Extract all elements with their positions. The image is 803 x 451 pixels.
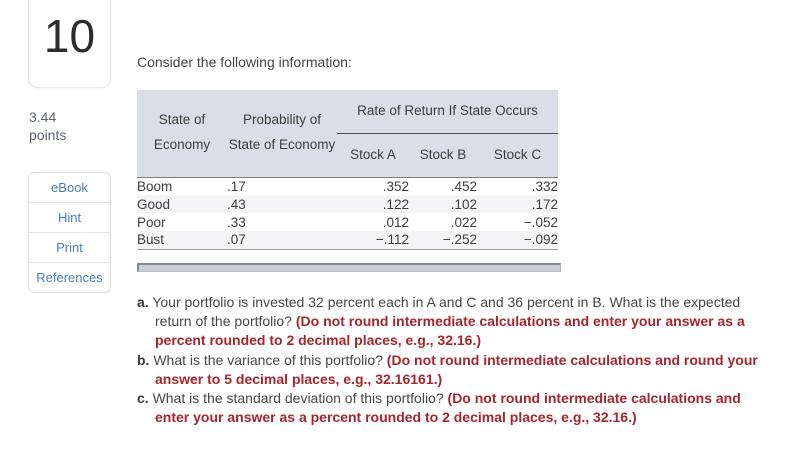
- question-number: 10: [43, 10, 96, 62]
- probability-cell: .07: [227, 231, 337, 250]
- question-b-instruction: (Do not round intermediate calculations …: [155, 351, 758, 387]
- question-c-letter: c.: [137, 390, 149, 407]
- probability-cell: .17: [227, 178, 246, 194]
- stock-b-cell: .022: [450, 214, 477, 230]
- points-block: 3.44 points: [29, 108, 66, 144]
- stock-a-cell: .122: [382, 196, 409, 212]
- question-list: a. Your portfolio is invested 32 percent…: [137, 289, 761, 427]
- references-button[interactable]: References: [29, 262, 110, 292]
- table-row: Bust .07 −.112 −.252 −.092: [137, 231, 559, 250]
- state-cell: Bust: [137, 231, 227, 250]
- col-header-stock-b: Stock B: [409, 133, 477, 178]
- state-cell: Boom: [137, 178, 173, 194]
- hint-button[interactable]: Hint: [29, 202, 110, 232]
- question-a-text: Your portfolio is invested 32 percent ea…: [152, 294, 741, 330]
- question-c: c. What is the standard deviation of thi…: [137, 389, 761, 427]
- table-row: Poor .33 .012 .022 −.052: [137, 213, 558, 231]
- stock-c-cell: .332: [531, 178, 559, 194]
- col-header-group: Rate of Return If State Occurs: [337, 90, 559, 134]
- points-value: 3.44: [29, 109, 57, 125]
- question-b-letter: b.: [137, 351, 150, 368]
- table-row: Boom .17 .352 .452 .332: [137, 177, 558, 195]
- stock-a-cell: .012: [382, 214, 409, 230]
- resource-button-group: eBook Hint Print References: [28, 172, 111, 293]
- probability-cell: .33: [227, 214, 246, 230]
- stock-c-cell: −.092: [477, 231, 559, 250]
- col-header-state: State of Economy: [137, 90, 227, 178]
- ebook-button[interactable]: eBook: [29, 173, 110, 202]
- table-horizontal-scrollbar[interactable]: [137, 263, 561, 272]
- intro-text: Consider the following information:: [137, 54, 352, 70]
- points-label: points: [29, 127, 67, 143]
- stock-a-cell: −.112: [337, 231, 409, 250]
- stock-c-cell: −.052: [523, 214, 559, 230]
- question-a: a. Your portfolio is invested 32 percent…: [137, 293, 761, 351]
- stock-b-cell: .102: [450, 196, 477, 212]
- print-button[interactable]: Print: [29, 232, 110, 262]
- probability-cell: .43: [227, 196, 246, 212]
- stock-b-cell: −.252: [409, 231, 477, 250]
- state-cell: Poor: [137, 214, 166, 230]
- stock-c-cell: .172: [531, 196, 559, 212]
- question-b-text: What is the variance of this portfolio?: [153, 351, 383, 368]
- stock-b-cell: .452: [450, 178, 477, 194]
- col-header-probability: Probability of State of Economy: [227, 90, 337, 178]
- col-header-stock-c: Stock C: [477, 133, 559, 178]
- stock-a-cell: .352: [382, 178, 409, 194]
- question-c-instruction: (Do not round intermediate calculations …: [155, 390, 741, 426]
- question-a-instruction: (Do not round intermediate calculations …: [155, 313, 745, 349]
- rate-of-return-table: State of Economy Probability of State of…: [137, 90, 559, 250]
- state-cell: Good: [137, 196, 171, 212]
- question-c-text: What is the standard deviation of this p…: [152, 390, 444, 407]
- scrollbar-thumb[interactable]: [139, 265, 560, 271]
- table-row: Good .43 .122 .102 .172: [137, 195, 559, 213]
- question-a-letter: a.: [137, 294, 149, 310]
- question-number-box: 10: [28, 0, 111, 88]
- question-b: b. What is the variance of this portfoli…: [137, 351, 761, 389]
- col-header-stock-a: Stock A: [337, 133, 409, 178]
